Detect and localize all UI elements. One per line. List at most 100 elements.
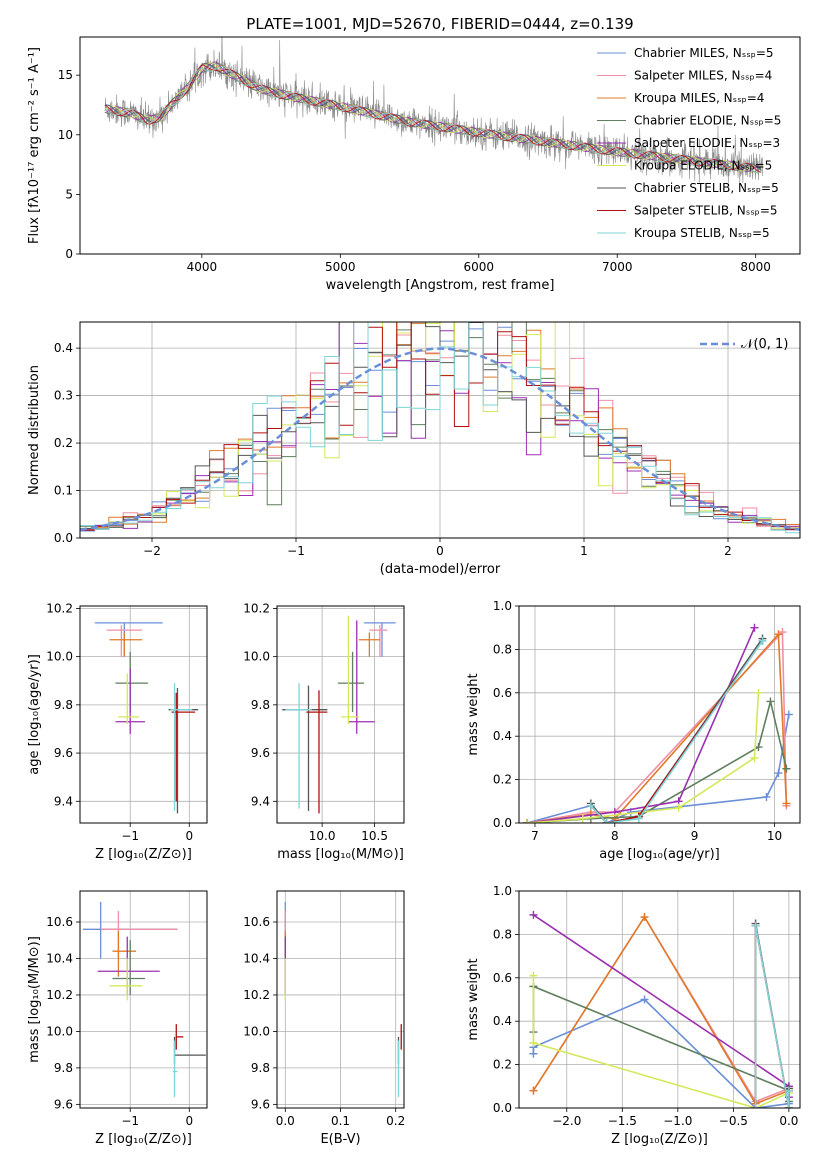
y-tick-label: 9.4: [251, 794, 270, 808]
x-tick-label: 10: [767, 829, 782, 843]
x-tick-label: 0: [185, 829, 193, 843]
x-tick-label: 9: [691, 829, 699, 843]
axes-frame: [79, 36, 801, 255]
legend-label: Salpeter MILES, Nₛₛₚ=4: [634, 69, 772, 83]
data-point-marker: [529, 971, 538, 980]
panel-mass-weight-vs-Z: −2.0 −1.5 −1.0 −0.5 0.0 0.0 0.2 0.4 0.6 0.8 1.0 Z […: [466, 884, 801, 1147]
y-tick-label: 0.8: [493, 642, 512, 656]
x-tick-label: 0.1: [331, 1114, 350, 1128]
data-point-marker: [784, 1086, 793, 1095]
data-point-marker: [762, 792, 771, 801]
panel-mass-vs-Z: −1 0 9.6 9.8 10.0 10.2 10.4 10.6 Z [log₁₀(Z/Z⊙)]…: [27, 890, 208, 1147]
data-point-marker: [529, 910, 538, 919]
data-point-marker: [522, 819, 531, 823]
y-tick-label: 0.2: [54, 436, 73, 450]
data-point-marker: [774, 630, 783, 639]
y-tick-label: 0: [65, 247, 73, 261]
y-tick-label: 10.2: [243, 601, 270, 615]
y-tick-label: 9.8: [54, 698, 73, 712]
x-tick-label: −0.5: [719, 1114, 748, 1128]
axes-frame: [79, 605, 208, 824]
y-tick-label: 10: [58, 128, 73, 142]
axes-frame: [79, 890, 208, 1109]
series-line: [532, 975, 790, 1108]
y-tick-label: 9.4: [54, 794, 73, 808]
x-tick-label: 0: [436, 544, 444, 558]
y-tick-label: 9.6: [54, 746, 73, 760]
data-point-marker: [640, 995, 649, 1004]
y-axis-label: Flux [fλ10⁻¹⁷ erg cm⁻² s⁻¹ A⁻¹]: [27, 47, 42, 244]
x-tick-label: −1: [287, 544, 305, 558]
legend-label: 𝒩(0, 1): [741, 337, 788, 352]
data-point-marker: [758, 636, 767, 645]
x-tick-label: −1.0: [663, 1114, 692, 1128]
x-tick-label: −1: [121, 1114, 139, 1128]
y-tick-label: 9.8: [251, 1061, 270, 1075]
y-tick-label: 5: [65, 187, 73, 201]
data-point-marker: [774, 769, 783, 778]
y-tick-label: 0.6: [493, 971, 512, 985]
panel-age-vs-mass: 10.0 10.5 9.4 9.6 9.8 10.0 10.2 mass [log₁₀(M/M…: [243, 601, 405, 862]
x-tick-label: 8000: [740, 260, 771, 274]
legend: Chabrier MILES, Nₛₛₚ=5 Salpeter MILES, Nₛ…: [597, 46, 781, 240]
plot-area: [80, 322, 800, 534]
legend-label: Chabrier ELODIE, Nₛₛₚ=5: [634, 114, 781, 128]
y-tick-label: 0.0: [493, 816, 512, 830]
y-tick-label: 1.0: [493, 884, 512, 898]
x-axis-label: age [log₁₀(age/yr)]: [599, 847, 720, 862]
y-axis-label: mass [log₁₀(M/M⊙)]: [27, 936, 42, 1063]
x-tick-label: 1: [580, 544, 588, 558]
y-axis-label: Normed distribution: [27, 365, 42, 495]
data-point-marker: [751, 1104, 760, 1108]
y-tick-label: 15: [58, 68, 73, 82]
y-tick-label: 10.6: [46, 915, 73, 929]
y-tick-label: 10.0: [243, 1024, 270, 1038]
data-point-marker: [766, 697, 775, 706]
y-tick-label: 0.4: [493, 729, 512, 743]
legend-label: Kroupa MILES, Nₛₛₚ=4: [634, 91, 764, 105]
data-point-marker: [634, 814, 643, 823]
data-point-marker: [640, 913, 649, 922]
x-axis-label: Z [log₁₀(Z/Z⊙)]: [95, 847, 192, 862]
plot-area: [104, 37, 763, 184]
y-tick-label: 0.0: [54, 531, 73, 545]
y-tick-label: 9.8: [251, 698, 270, 712]
histogram-step: [80, 322, 800, 530]
y-tick-label: 10.0: [46, 1024, 73, 1038]
model-spectrum-line: [104, 61, 762, 172]
y-axis-label: age [log₁₀(age/yr)]: [27, 654, 42, 775]
panel-age-vs-Z: −1 0 9.4 9.6 9.8 10.0 10.2 Z [log₁₀(Z/Z⊙)] age […: [27, 601, 208, 862]
series-line: [532, 985, 790, 1102]
y-tick-label: 0.1: [54, 484, 73, 498]
x-tick-label: 6000: [463, 260, 494, 274]
x-axis-label: Z [log₁₀(Z/Z⊙)]: [611, 1132, 708, 1147]
legend-label: Kroupa STELIB, Nₛₛₚ=5: [634, 226, 770, 240]
y-tick-label: 9.8: [54, 1061, 73, 1075]
x-tick-label: −1.5: [608, 1114, 637, 1128]
plot-area: [522, 623, 793, 823]
series-line: [754, 925, 790, 1108]
series-line: [590, 640, 764, 823]
plot-area: [284, 901, 402, 1098]
data-point-marker: [784, 1104, 793, 1108]
y-tick-label: 0.4: [493, 1014, 512, 1028]
y-tick-label: 10.4: [243, 951, 270, 965]
plot-area: [94, 622, 199, 814]
plot-area: [282, 615, 396, 814]
y-tick-label: 1.0: [493, 599, 512, 613]
legend-label: Salpeter STELIB, Nₛₛₚ=5: [634, 204, 778, 218]
y-tick-label: 0.2: [493, 1058, 512, 1072]
legend: 𝒩(0, 1): [700, 337, 788, 352]
axes-frame: [276, 605, 405, 824]
series-line: [532, 914, 790, 1098]
x-tick-label: 4000: [187, 260, 218, 274]
data-point-marker: [782, 764, 791, 773]
data-point-marker: [586, 801, 595, 810]
data-point-marker: [782, 799, 791, 808]
y-tick-label: 10.2: [243, 988, 270, 1002]
data-point-marker: [784, 710, 793, 719]
y-tick-label: 0.6: [493, 686, 512, 700]
x-tick-label: 10.5: [361, 829, 388, 843]
model-spectrum-line: [104, 64, 762, 173]
